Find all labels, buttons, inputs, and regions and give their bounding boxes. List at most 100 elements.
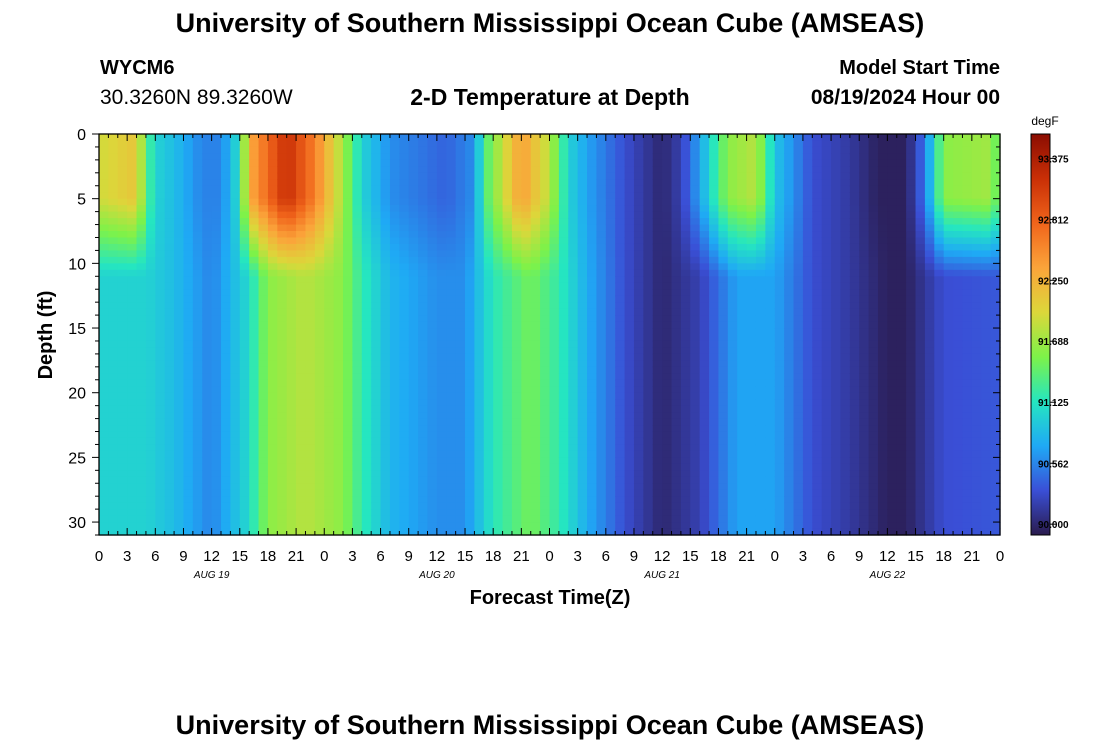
heatmap-cell [587, 243, 598, 252]
heatmap-cell [277, 263, 288, 271]
heatmap-cell [221, 515, 231, 523]
heatmap-cell [352, 134, 363, 142]
heatmap-cell [174, 509, 185, 517]
heatmap-cell [258, 134, 269, 142]
heatmap-cell [633, 405, 644, 413]
heatmap-cell [267, 146, 278, 155]
heatmap-cell [671, 269, 682, 277]
model-start-label: Model Start Time [839, 57, 1000, 79]
heatmap-cell [155, 308, 166, 316]
heatmap-cell [211, 250, 222, 258]
heatmap-cell [652, 250, 663, 258]
heatmap-cell [812, 425, 823, 433]
heatmap-cell [755, 146, 766, 155]
heatmap-cell [502, 205, 513, 213]
heatmap-cell [314, 269, 325, 277]
heatmap-cell [127, 211, 138, 219]
heatmap-cell [784, 412, 795, 420]
heatmap-cell [427, 476, 438, 484]
heatmap-cell [652, 437, 663, 446]
heatmap-cell [221, 431, 231, 439]
heatmap-cell [784, 166, 795, 174]
heatmap-cell [296, 263, 307, 271]
heatmap-cell [408, 353, 419, 361]
heatmap-cell [465, 146, 476, 155]
heatmap-cell [446, 185, 457, 193]
heatmap-cell [784, 528, 795, 536]
heatmap-cell [455, 302, 466, 310]
heatmap-cell [164, 334, 175, 342]
heatmap-cell [380, 476, 391, 484]
heatmap-cell [746, 444, 757, 452]
heatmap-cell [145, 353, 156, 361]
heatmap-cell [483, 295, 494, 303]
heatmap-cell [427, 366, 438, 374]
heatmap-cell [371, 185, 382, 193]
heatmap-cell [831, 269, 842, 277]
heatmap-cell [136, 418, 147, 426]
heatmap-cell [530, 476, 541, 484]
heatmap-cell [286, 496, 297, 504]
heatmap-cell [202, 308, 213, 316]
heatmap-cell [211, 366, 222, 374]
heatmap-cell [587, 172, 598, 180]
heatmap-cell [99, 159, 109, 167]
heatmap-cell [793, 179, 804, 187]
heatmap-cell [587, 256, 598, 264]
heatmap-cell [680, 405, 691, 413]
heatmap-cell [136, 198, 147, 206]
heatmap-cell [530, 431, 541, 439]
heatmap-cell [587, 502, 598, 510]
heatmap-cell [164, 231, 175, 239]
heatmap-cell [530, 166, 541, 174]
heatmap-cell [587, 405, 598, 413]
heatmap-cell [465, 321, 476, 329]
heatmap-cell [831, 224, 842, 232]
heatmap-cell [361, 437, 372, 446]
heatmap-cell [164, 528, 175, 536]
heatmap-cell [239, 295, 250, 303]
heatmap-cell [690, 502, 701, 510]
heatmap-cell [399, 418, 410, 426]
heatmap-cell [784, 463, 795, 471]
heatmap-cell [145, 509, 156, 517]
heatmap-cell [765, 172, 776, 180]
heatmap-cell [324, 489, 335, 497]
heatmap-cell [596, 509, 607, 517]
heatmap-cell [568, 276, 579, 284]
heatmap-cell [324, 250, 335, 258]
heatmap-cell [802, 340, 813, 349]
heatmap-cell [793, 140, 804, 148]
heatmap-cell [465, 412, 476, 420]
heatmap-cell [108, 134, 119, 142]
heatmap-cell [174, 166, 185, 174]
heatmap-cell [192, 379, 203, 387]
heatmap-cell [314, 211, 325, 219]
heatmap-cell [831, 282, 842, 290]
heatmap-cell [230, 224, 241, 232]
heatmap-cell [662, 140, 673, 148]
heatmap-cell [399, 159, 410, 167]
heatmap-cell [389, 140, 400, 148]
heatmap-cell [352, 450, 363, 458]
heatmap-cell [418, 392, 429, 400]
heatmap-cell [239, 224, 250, 232]
heatmap-cell [737, 522, 748, 530]
heatmap-cell [605, 405, 616, 413]
heatmap-cell [568, 425, 579, 433]
heatmap-cell [343, 463, 354, 471]
heatmap-cell [802, 192, 813, 200]
heatmap-cell [343, 353, 354, 361]
heatmap-cell [202, 489, 213, 497]
heatmap-cell [239, 405, 250, 413]
heatmap-cell [793, 334, 804, 342]
heatmap-cell [699, 302, 710, 310]
heatmap-cell [502, 134, 513, 142]
heatmap-cell [474, 425, 485, 433]
heatmap-cell [333, 386, 344, 394]
heatmap-cell [474, 373, 485, 381]
heatmap-cell [755, 179, 766, 187]
heatmap-cell [690, 289, 701, 297]
heatmap-cell [239, 373, 250, 381]
heatmap-cell [521, 321, 532, 329]
